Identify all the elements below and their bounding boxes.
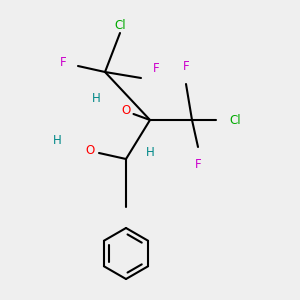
Text: H: H: [92, 92, 100, 106]
Text: H: H: [52, 134, 62, 148]
Text: Cl: Cl: [114, 19, 126, 32]
Text: F: F: [153, 62, 159, 76]
Text: H: H: [146, 146, 154, 160]
Text: F: F: [183, 59, 189, 73]
Text: F: F: [195, 158, 201, 172]
Text: O: O: [85, 143, 94, 157]
Text: Cl: Cl: [230, 113, 241, 127]
Text: O: O: [122, 104, 130, 118]
Text: F: F: [60, 56, 66, 70]
